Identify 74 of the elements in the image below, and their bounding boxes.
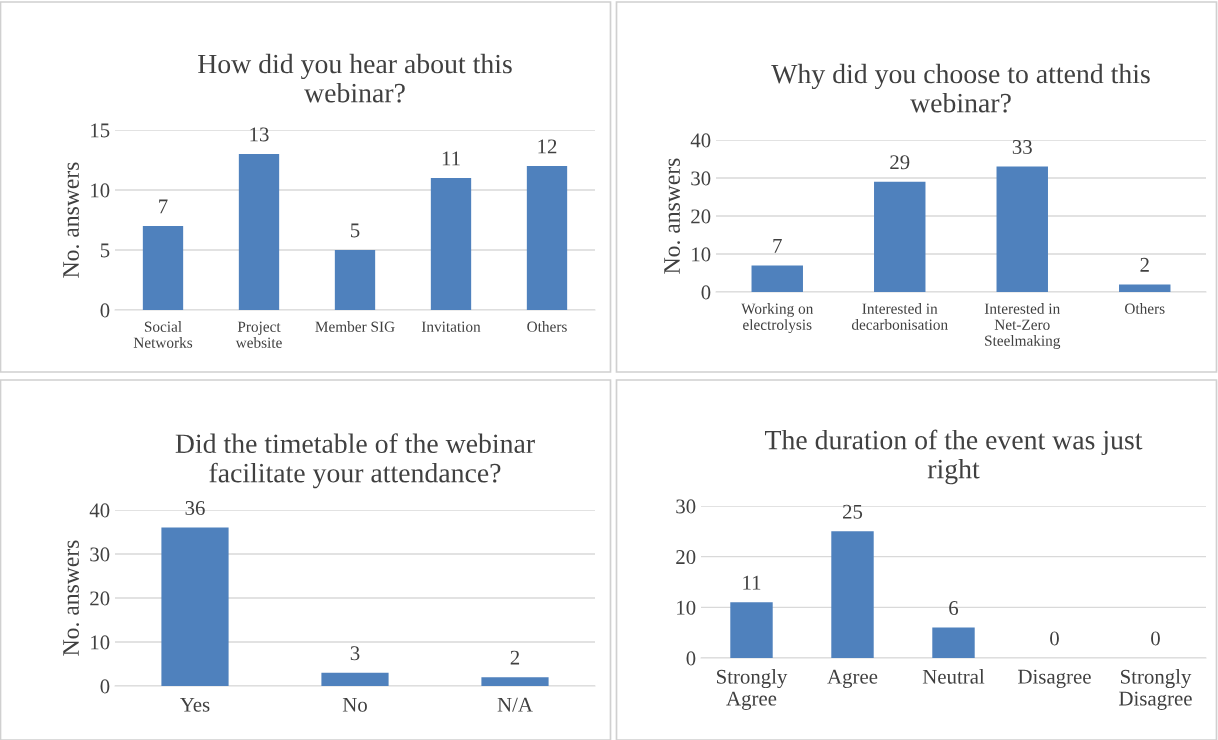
x-tick-label: Neutral <box>922 669 985 684</box>
data-label: 2 <box>1140 257 1149 272</box>
y-axis-title: No. answers <box>63 540 80 656</box>
x-tick-label: Strongly Agree <box>717 669 788 710</box>
x-tick-label: N/A <box>497 697 533 712</box>
bar <box>334 250 376 310</box>
x-tick-label: Others <box>1125 303 1165 314</box>
bar <box>730 602 773 658</box>
data-label: 25 <box>843 504 863 519</box>
bar <box>526 166 568 310</box>
y-axis-title: No. answers <box>664 158 681 274</box>
bar <box>1119 284 1171 292</box>
y-tick-label: 10 <box>91 183 110 198</box>
bar <box>874 181 926 292</box>
x-tick-label: Interested in Net-Zero Steelmaking <box>984 303 1061 349</box>
y-tick-label: 30 <box>676 499 696 514</box>
data-label: 11 <box>442 151 460 166</box>
chart-title: How did you hear about this webinar? <box>198 53 512 103</box>
x-tick-label: Member SIG <box>315 321 395 332</box>
x-tick-label: No <box>342 697 367 712</box>
x-tick-label: Working on electrolysis <box>741 303 814 334</box>
y-tick-label: 20 <box>691 209 711 224</box>
data-label: 13 <box>250 127 269 142</box>
data-label: 29 <box>890 155 910 170</box>
data-label: 2 <box>510 650 520 665</box>
x-tick-label: Others <box>527 321 567 332</box>
data-label: 36 <box>185 501 205 516</box>
y-axis-title: No. answers <box>63 162 80 278</box>
y-tick-label: 5 <box>100 243 110 258</box>
data-label: 6 <box>949 601 959 616</box>
chart-title: Did the timetable of the webinar facilitate your attendance? <box>175 433 535 489</box>
data-label: 11 <box>743 575 761 590</box>
y-tick-label: 20 <box>676 550 696 565</box>
y-tick-label: 15 <box>91 123 110 138</box>
bar <box>161 527 229 686</box>
x-tick-label: Invitation <box>421 321 481 332</box>
data-label: 0 <box>1151 631 1160 646</box>
data-label: 33 <box>1012 140 1032 155</box>
y-tick-label: 30 <box>90 547 110 562</box>
y-tick-label: 0 <box>701 285 711 300</box>
x-tick-label: Yes <box>180 697 210 712</box>
x-tick-label: Social Networks <box>133 321 193 348</box>
y-tick-label: 40 <box>89 503 110 518</box>
y-tick-label: 10 <box>677 600 696 615</box>
chart-title: Why did you choose to attend this webinar? <box>771 63 1150 113</box>
x-tick-label: Project website <box>235 321 282 348</box>
bar <box>430 178 472 310</box>
bar <box>238 154 280 310</box>
y-tick-label: 40 <box>690 133 711 148</box>
bar <box>142 226 184 310</box>
y-tick-label: 0 <box>686 651 696 666</box>
chart-title: The duration of the event was just right <box>765 429 1143 485</box>
data-label: 7 <box>773 238 782 253</box>
x-tick-label: Agree <box>827 669 878 688</box>
data-label: 0 <box>1050 631 1059 646</box>
data-label: 7 <box>159 199 168 214</box>
bar <box>932 627 975 658</box>
y-tick-label: 10 <box>91 635 110 650</box>
y-tick-label: 10 <box>692 247 711 262</box>
y-tick-label: 0 <box>100 303 110 318</box>
bar <box>996 166 1048 292</box>
data-label: 12 <box>538 139 557 154</box>
data-label: 3 <box>350 646 360 661</box>
x-tick-label: Strongly Disagree <box>1119 669 1192 710</box>
bar <box>481 677 549 686</box>
y-tick-label: 20 <box>90 591 110 606</box>
data-label: 5 <box>351 223 360 238</box>
bar <box>751 265 803 292</box>
bar <box>831 531 874 658</box>
bar <box>321 672 389 686</box>
x-tick-label: Interested in decarbonisation <box>851 303 948 330</box>
y-tick-label: 30 <box>691 171 711 186</box>
y-tick-label: 0 <box>100 679 110 694</box>
x-tick-label: Disagree <box>1018 669 1091 688</box>
